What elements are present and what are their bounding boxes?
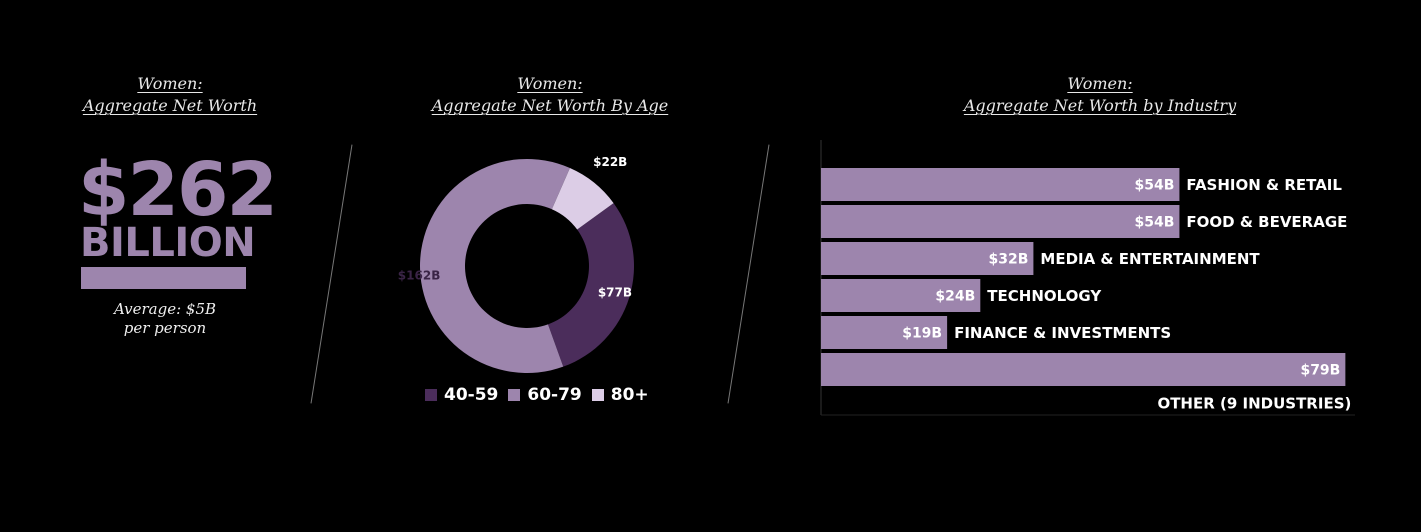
donut-slice-60-79 — [420, 159, 570, 373]
panel-divider-left — [310, 144, 353, 404]
industry-panel-title: Women: Aggregate Net Worth by Industry — [930, 73, 1270, 117]
donut-slice-80+ — [551, 167, 614, 230]
bar-value-label: $79B — [1300, 363, 1340, 379]
bar-value-label: $54B — [1135, 178, 1175, 194]
bar-value-label: $24B — [935, 289, 975, 305]
bar-category-label: TECHNOLOGY — [987, 287, 1102, 305]
industry-title-line2: Aggregate Net Worth by Industry — [963, 96, 1237, 115]
bar-category-label: FINANCE & INVESTMENTS — [954, 324, 1171, 342]
industry-bar-chart: $54B FASHION & RETAIL $54B FOOD & BEVERAGE $… — [820, 140, 1355, 416]
age-donut-chart: $77B $162B $22B — [398, 155, 634, 373]
legend-label-40-59: 40-59 — [444, 385, 499, 405]
legend-swatch-80+ — [591, 389, 604, 401]
total-title-line2: Aggregate Net Worth — [82, 96, 258, 115]
age-panel-title: Women: Aggregate Net Worth By Age — [400, 73, 700, 117]
total-title-line1: Women: — [137, 74, 203, 93]
total-net-worth-value: $262 — [78, 147, 278, 233]
bar-value-label: $32B — [988, 252, 1028, 268]
bar-value-label: $54B — [1135, 215, 1175, 231]
bar-1 — [821, 205, 1180, 238]
total-net-worth-unit: BILLION — [80, 220, 256, 266]
bar-category-label: FOOD & BEVERAGE — [1186, 213, 1347, 231]
legend-swatch-60-79 — [508, 389, 521, 401]
bar-category-label: OTHER (9 INDUSTRIES) — [1157, 395, 1351, 413]
legend-label-80+: 80+ — [610, 385, 649, 405]
average-per-person: Average: $5B per person — [60, 300, 270, 338]
legend-label-60-79: 60-79 — [527, 385, 582, 405]
bar-value-label: $19B — [902, 326, 942, 342]
total-accent-bar — [81, 267, 246, 289]
industry-title-line1: Women: — [1067, 74, 1133, 93]
age-donut-legend: 40-59 60-79 80+ — [425, 385, 659, 405]
legend-item-80+: 80+ — [591, 385, 649, 405]
donut-label-80+: $22B — [593, 155, 627, 169]
donut-label-40-59: $77B — [598, 286, 632, 300]
donut-label-60-79: $162B — [398, 269, 441, 283]
legend-item-60-79: 60-79 — [508, 385, 582, 405]
legend-swatch-40-59 — [425, 389, 437, 401]
average-line1: Average: $5B — [113, 300, 217, 318]
bar-5 — [821, 353, 1346, 386]
bar-4 — [821, 316, 948, 349]
total-panel-title: Women: Aggregate Net Worth — [40, 73, 300, 117]
bar-0 — [821, 168, 1180, 201]
average-line2: per person — [123, 319, 207, 337]
panel-divider-right — [727, 144, 770, 404]
bar-category-label: MEDIA & ENTERTAINMENT — [1040, 250, 1260, 268]
bar-2 — [821, 242, 1034, 275]
legend-item-40-59: 40-59 — [425, 385, 498, 405]
age-title-line1: Women: — [517, 74, 583, 93]
bar-category-label: FASHION & RETAIL — [1186, 176, 1342, 194]
donut-slice-40-59 — [547, 203, 634, 367]
bar-3 — [821, 279, 981, 312]
age-title-line2: Aggregate Net Worth By Age — [431, 96, 669, 115]
